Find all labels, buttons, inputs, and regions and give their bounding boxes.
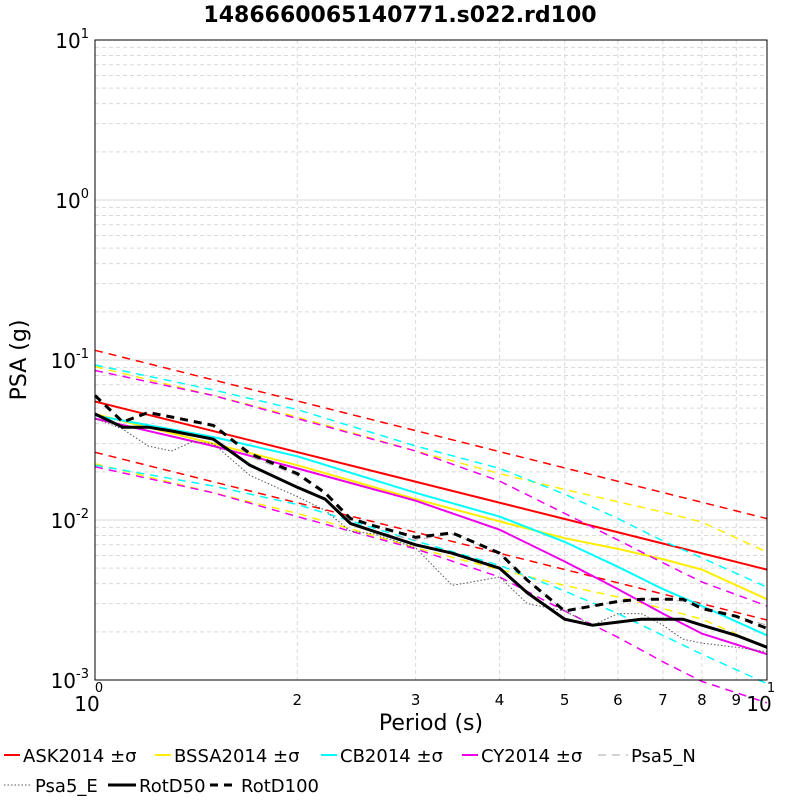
x-minor-tick-label: 7 — [658, 691, 668, 709]
x-axis-label: Period (s) — [379, 711, 483, 736]
x-tick-label: 10 — [746, 692, 771, 716]
legend-label: RotD50 — [139, 776, 206, 797]
x-tick-exponent: 1 — [767, 681, 775, 696]
legend-label: CB2014 ±σ — [340, 746, 443, 767]
y-tick-label: 10-2 — [51, 507, 89, 533]
legend-label: CY2014 ±σ — [481, 746, 582, 767]
series-line-4 — [94, 365, 768, 553]
series-line-7 — [94, 364, 768, 588]
y-tick-label: 101 — [55, 27, 89, 53]
y-tick-label: 100 — [55, 187, 89, 213]
series-line-15 — [93, 394, 768, 630]
series-line-0 — [94, 400, 768, 571]
x-minor-tick-label: 4 — [495, 691, 505, 709]
legend: ASK2014 ±σ BSSA2014 ±σ CB2014 ±σ CY2014 ±σ P… — [4, 746, 696, 797]
x-minor-tick-label: 3 — [411, 691, 421, 709]
legend-label: Psa5_E — [35, 776, 98, 797]
legend-label: Psa5_N — [631, 746, 696, 767]
x-minor-tick-label: 9 — [731, 691, 741, 709]
series-group — [93, 349, 768, 704]
x-tick-label: 10 — [74, 692, 99, 716]
y-axis-label: PSA (g) — [7, 320, 32, 401]
x-tick-exponent: 0 — [95, 681, 103, 696]
x-minor-tick-label: 2 — [293, 691, 303, 709]
x-minor-tick-label: 6 — [613, 691, 623, 709]
plot-frame — [94, 39, 768, 681]
legend-label: BSSA2014 ±σ — [174, 746, 300, 767]
series-line-8 — [94, 464, 768, 685]
y-tick-label: 10-3 — [51, 667, 89, 693]
chart-title: 1486660065140771.s022.rd100 — [203, 3, 596, 28]
series-line-13 — [94, 418, 768, 653]
series-line-2 — [94, 451, 768, 621]
y-tick-label: 10-1 — [51, 347, 89, 373]
legend-label: ASK2014 ±σ — [23, 746, 137, 767]
legend-label: RotD100 — [241, 776, 319, 797]
x-minor-tick-label: 5 — [560, 691, 570, 709]
series-line-6 — [94, 414, 768, 637]
series-line-14 — [94, 412, 768, 649]
grid — [94, 40, 768, 681]
x-minor-tick-label: 8 — [697, 691, 707, 709]
series-line-1 — [94, 349, 768, 520]
